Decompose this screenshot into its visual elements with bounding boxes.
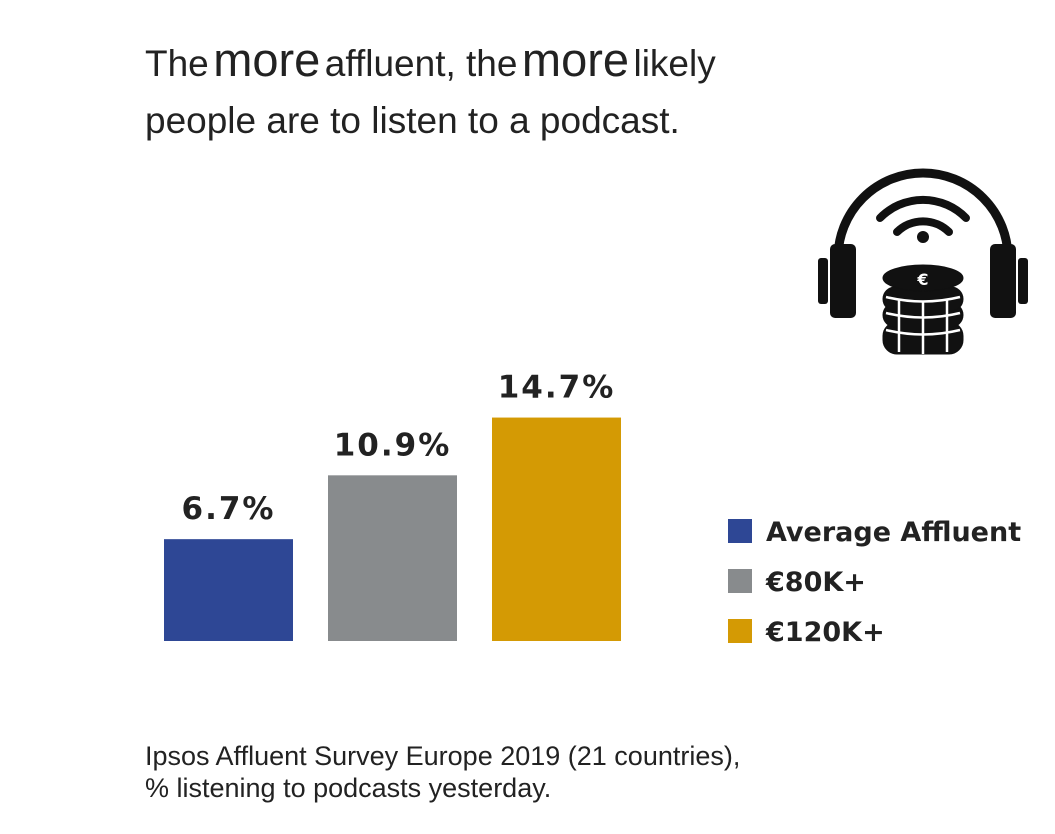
bars: 6.7% 10.9% 14.7% xyxy=(164,370,621,641)
legend-swatch-3 xyxy=(728,619,752,643)
legend: Average Affluent €80K+ €120K+ xyxy=(728,517,1021,648)
legend-swatch-1 xyxy=(728,519,752,543)
bar-1 xyxy=(164,539,293,641)
legend-label-3: €120K+ xyxy=(765,617,885,648)
chart-title-line-2: people are to listen to a podcast. xyxy=(145,100,680,141)
source-line-1: Ipsos Affluent Survey Europe 2019 (21 co… xyxy=(145,741,740,771)
bar-value-label-3: 14.7% xyxy=(498,370,616,406)
legend-label-2: €80K+ xyxy=(765,567,866,598)
bar-2 xyxy=(328,475,457,641)
svg-text:€: € xyxy=(916,270,928,289)
source-line-2: % listening to podcasts yesterday. xyxy=(145,773,551,803)
bar-value-label-2: 10.9% xyxy=(334,427,452,463)
chart-title-line-1: The more affluent, the more likely xyxy=(145,33,716,86)
legend-label-1: Average Affluent xyxy=(766,517,1021,548)
bar-3 xyxy=(492,417,621,641)
podcast-headphones-coins-icon: € xyxy=(818,168,1028,355)
bar-value-label-1: 6.7% xyxy=(182,491,276,527)
legend-swatch-2 xyxy=(728,569,752,593)
